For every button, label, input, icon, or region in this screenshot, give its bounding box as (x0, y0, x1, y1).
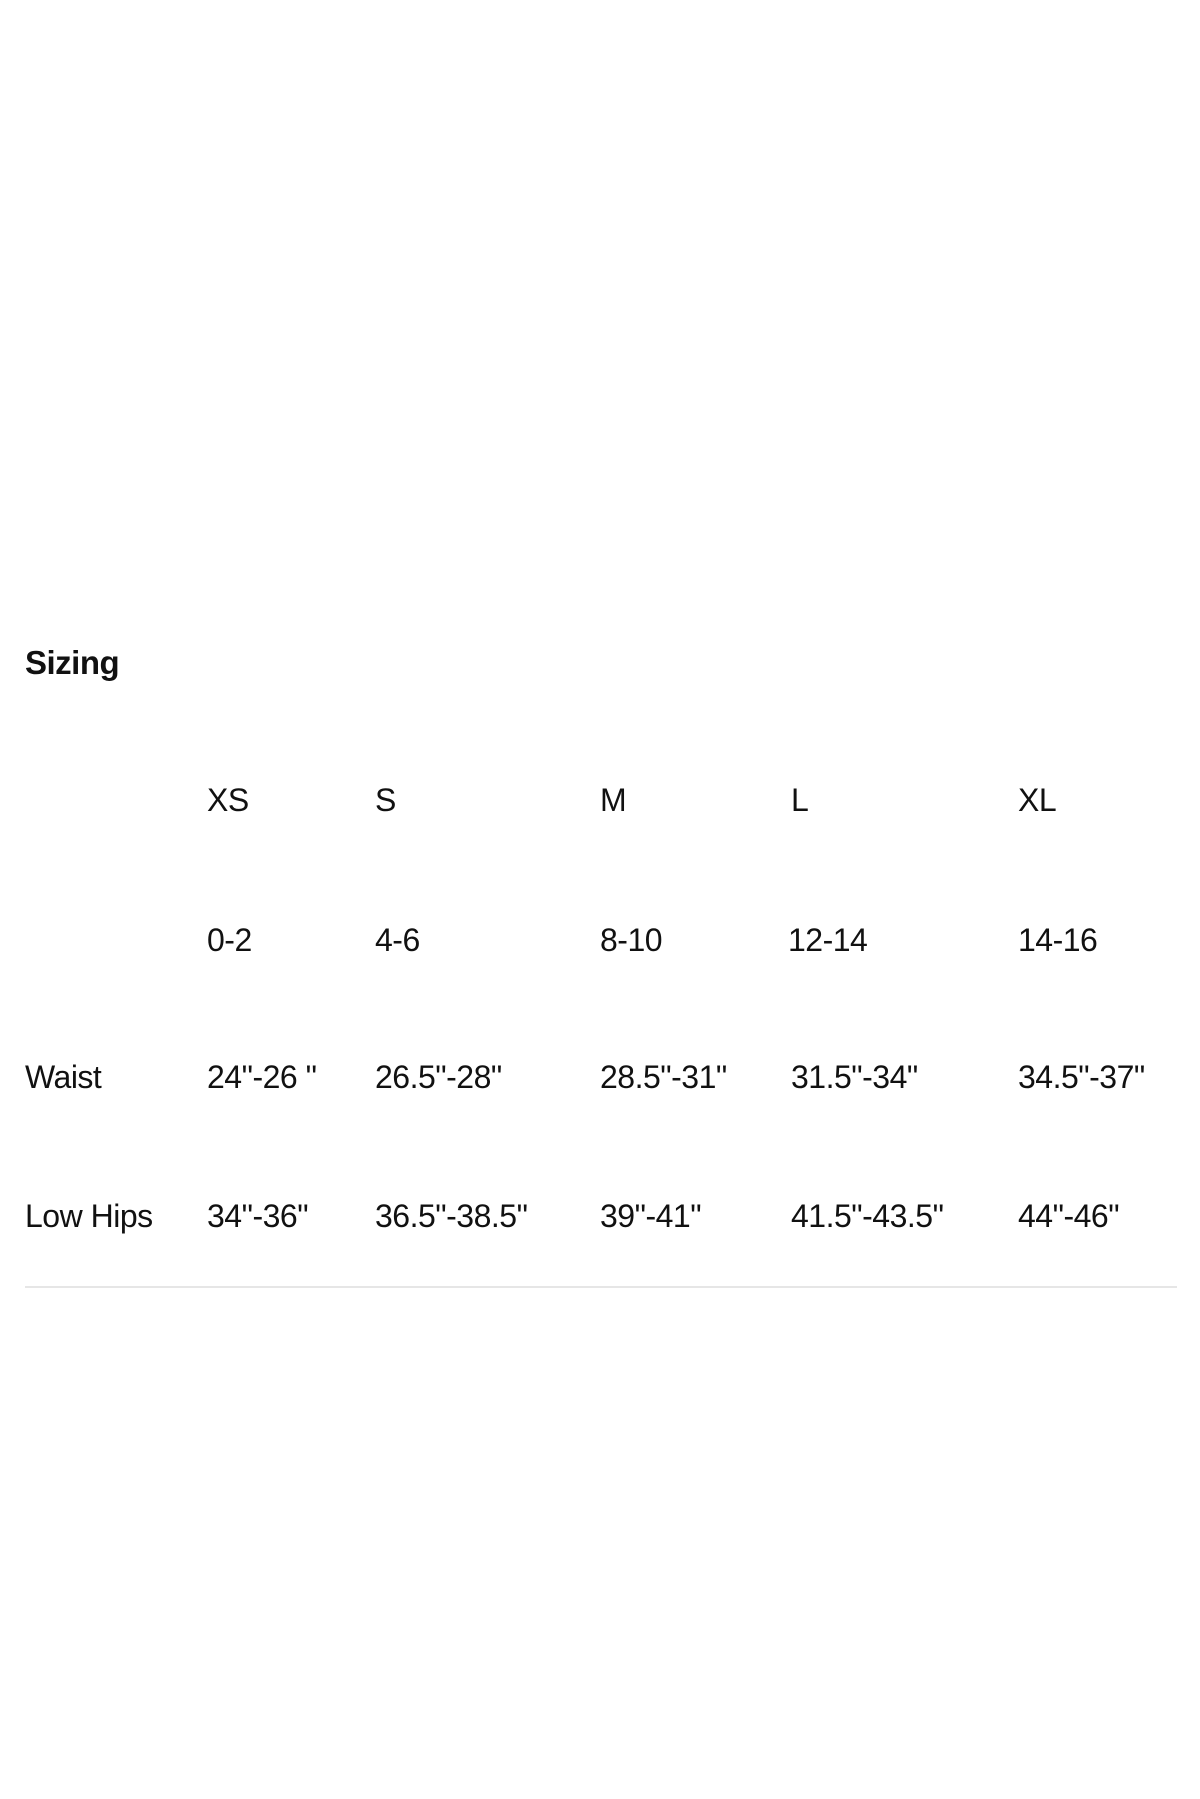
column-header: L (791, 782, 809, 818)
row-label: Waist (25, 1059, 102, 1095)
row-label: Low Hips (25, 1198, 153, 1234)
column-header: XL (1018, 782, 1057, 818)
column-header: S (375, 782, 396, 818)
table-cell: 8-10 (600, 922, 663, 958)
table-cell: 24"-26 " (207, 1059, 317, 1095)
table-cell: 44"-46" (1018, 1198, 1120, 1234)
table-cell: 31.5"-34" (791, 1059, 918, 1095)
table-cell: 36.5"-38.5" (375, 1198, 528, 1234)
table-cell: 12-14 (788, 922, 868, 958)
table-cell: 14-16 (1018, 922, 1098, 958)
column-header: XS (207, 782, 249, 818)
table-cell: 0-2 (207, 922, 252, 958)
table-cell: 34.5"-37" (1018, 1059, 1145, 1095)
table-cell: 41.5"-43.5" (791, 1198, 944, 1234)
sizing-title: Sizing (25, 644, 120, 681)
table-cell: 34"-36" (207, 1198, 309, 1234)
table-cell: 39"-41" (600, 1198, 702, 1234)
table-cell: 28.5"-31" (600, 1059, 727, 1095)
table-cell: 4-6 (375, 922, 420, 958)
column-header: M (600, 782, 627, 818)
divider (25, 1286, 1177, 1288)
table-cell: 26.5"-28" (375, 1059, 502, 1095)
